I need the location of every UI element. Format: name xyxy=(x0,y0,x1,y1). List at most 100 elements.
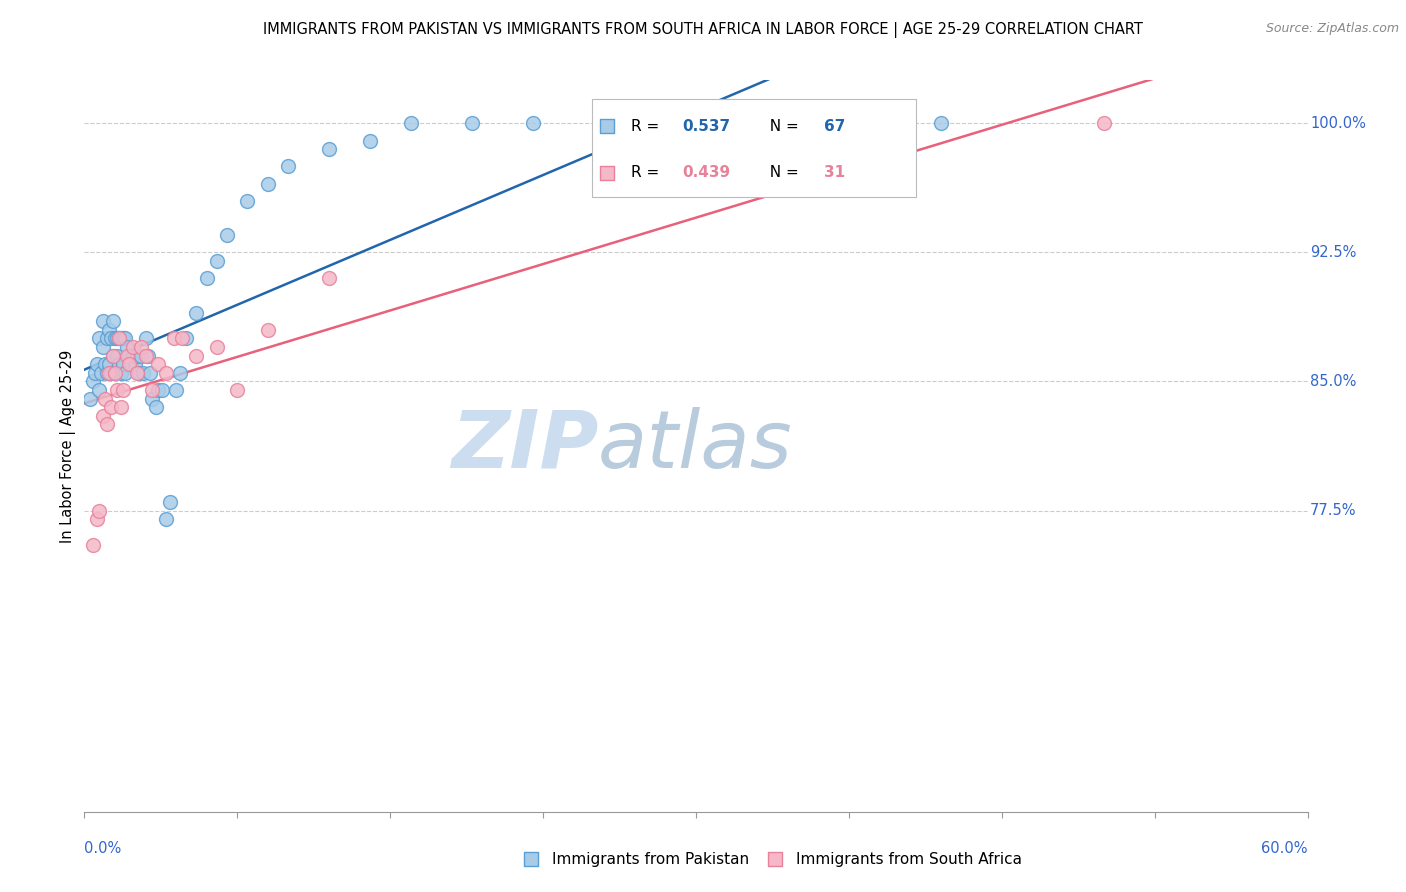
Point xyxy=(104,331,127,345)
Text: 31: 31 xyxy=(824,165,845,180)
Point xyxy=(318,271,340,285)
Point xyxy=(141,392,163,406)
Point xyxy=(165,383,187,397)
Point xyxy=(110,366,132,380)
Point xyxy=(135,349,157,363)
Point xyxy=(145,401,167,415)
Point xyxy=(359,134,381,148)
Point xyxy=(150,383,173,397)
Point xyxy=(115,340,138,354)
Point xyxy=(155,512,177,526)
Point xyxy=(132,366,155,380)
Point xyxy=(108,357,131,371)
Point xyxy=(163,331,186,345)
Point xyxy=(127,349,149,363)
Point xyxy=(943,334,966,348)
Point xyxy=(104,366,127,380)
Text: 0.439: 0.439 xyxy=(682,165,731,180)
Point xyxy=(91,409,114,423)
Point xyxy=(122,349,145,363)
Point xyxy=(112,383,135,397)
Point xyxy=(120,357,142,371)
Point xyxy=(138,366,160,380)
Point xyxy=(399,116,422,130)
Point xyxy=(108,331,131,345)
Text: R =: R = xyxy=(631,165,664,180)
Point xyxy=(318,142,340,156)
Point xyxy=(155,366,177,380)
Point xyxy=(104,366,127,380)
Point xyxy=(112,357,135,371)
Text: 100.0%: 100.0% xyxy=(1310,116,1365,131)
Point xyxy=(174,331,197,345)
Point xyxy=(90,366,112,380)
Point xyxy=(105,383,128,397)
Point xyxy=(101,349,124,363)
Text: atlas: atlas xyxy=(598,407,793,485)
Point xyxy=(101,349,124,363)
Point xyxy=(114,331,136,345)
Text: N =: N = xyxy=(759,119,803,134)
Point xyxy=(186,349,208,363)
Point xyxy=(100,401,122,415)
Point xyxy=(195,271,218,285)
Point xyxy=(226,383,249,397)
Point xyxy=(128,366,150,380)
Point xyxy=(848,116,870,130)
Point xyxy=(929,116,952,130)
Point xyxy=(105,331,128,345)
Point xyxy=(205,254,228,268)
Point xyxy=(87,503,110,517)
Text: N =: N = xyxy=(759,165,803,180)
Text: 67: 67 xyxy=(824,119,846,134)
Point xyxy=(522,116,544,130)
Point xyxy=(141,383,163,397)
Point xyxy=(131,349,153,363)
Point xyxy=(91,340,114,354)
Point xyxy=(108,331,131,345)
Text: ZIP: ZIP xyxy=(451,407,598,485)
Point xyxy=(603,116,626,130)
Text: 0.537: 0.537 xyxy=(682,119,731,134)
Point xyxy=(96,366,118,380)
Point xyxy=(82,538,104,552)
Point xyxy=(101,314,124,328)
Point xyxy=(79,392,101,406)
Point xyxy=(277,159,299,173)
Text: Immigrants from South Africa: Immigrants from South Africa xyxy=(796,852,1022,867)
Point xyxy=(217,228,239,243)
Point xyxy=(97,357,120,371)
Text: 77.5%: 77.5% xyxy=(1310,503,1357,518)
Point xyxy=(105,349,128,363)
Point xyxy=(91,314,114,328)
Point xyxy=(87,331,110,345)
Point xyxy=(118,349,141,363)
Point xyxy=(83,366,105,380)
Point xyxy=(97,366,120,380)
Text: 60.0%: 60.0% xyxy=(1261,841,1308,856)
Point xyxy=(186,305,208,319)
Point xyxy=(110,401,132,415)
FancyBboxPatch shape xyxy=(592,99,917,197)
Point xyxy=(112,331,135,345)
Text: 0.0%: 0.0% xyxy=(84,841,121,856)
Point xyxy=(257,323,280,337)
Point xyxy=(159,495,181,509)
Point xyxy=(86,512,108,526)
Y-axis label: In Labor Force | Age 25-29: In Labor Force | Age 25-29 xyxy=(60,350,76,542)
Point xyxy=(93,392,115,406)
Point xyxy=(100,366,122,380)
Point xyxy=(127,366,149,380)
Text: Immigrants from Pakistan: Immigrants from Pakistan xyxy=(551,852,749,867)
Point xyxy=(146,383,169,397)
Point xyxy=(115,349,138,363)
Point xyxy=(96,331,118,345)
Point xyxy=(87,383,110,397)
Text: Source: ZipAtlas.com: Source: ZipAtlas.com xyxy=(1265,22,1399,36)
Point xyxy=(146,357,169,371)
Point xyxy=(110,331,132,345)
Point xyxy=(236,194,259,208)
Point xyxy=(172,331,194,345)
Point xyxy=(131,340,153,354)
Text: 85.0%: 85.0% xyxy=(1310,374,1357,389)
